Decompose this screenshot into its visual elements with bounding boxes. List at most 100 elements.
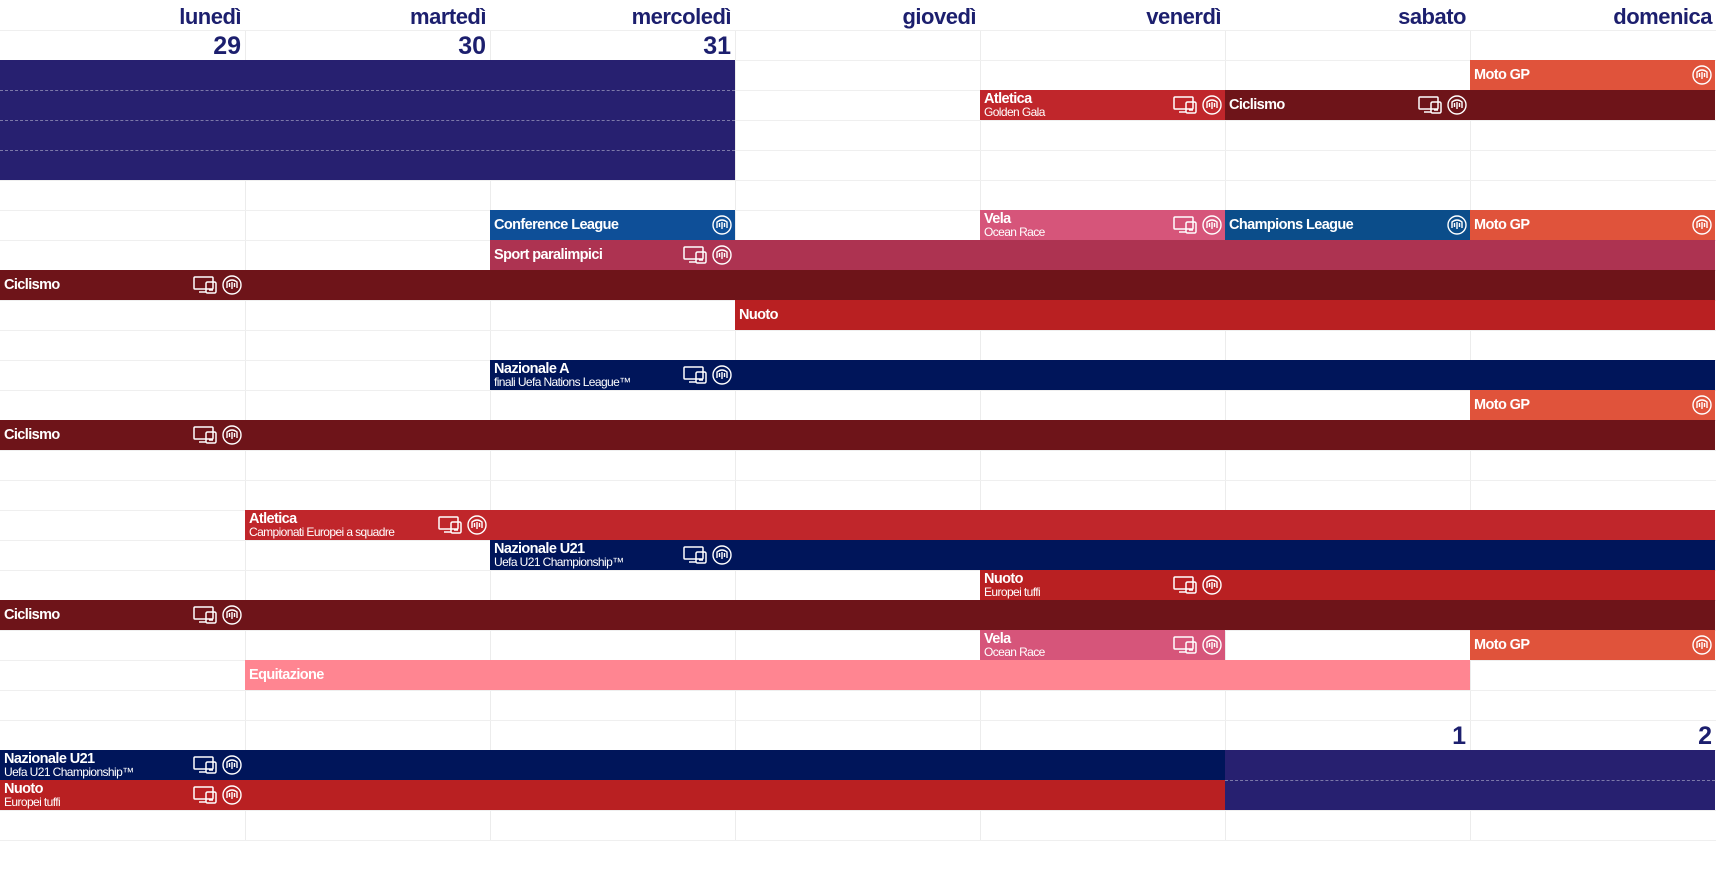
event-bar-conference-league[interactable]: Conference League bbox=[490, 210, 735, 240]
radio-icon[interactable] bbox=[1446, 94, 1468, 116]
date-number: 29 bbox=[213, 32, 241, 60]
event-icons bbox=[1691, 390, 1713, 420]
event-bar-nuoto[interactable]: Nuoto Europei tuffi bbox=[0, 780, 1225, 810]
event-text: Moto GP bbox=[1474, 390, 1659, 420]
event-subtitle: Ocean Race bbox=[984, 225, 1045, 239]
tv-icon[interactable] bbox=[682, 364, 708, 386]
event-bar-moto-gp[interactable]: Moto GP bbox=[1470, 210, 1715, 240]
radio-icon[interactable] bbox=[1691, 64, 1713, 86]
event-bar-sport-paralimpici[interactable]: Sport paralimpici bbox=[490, 240, 1715, 270]
event-bar-atletica[interactable]: Atletica Campionati Europei a squadre bbox=[245, 510, 1715, 540]
event-icons bbox=[682, 360, 733, 390]
radio-icon[interactable] bbox=[1691, 214, 1713, 236]
tv-icon[interactable] bbox=[192, 784, 218, 806]
event-bar-vela[interactable]: Vela Ocean Race bbox=[980, 630, 1225, 660]
radio-icon[interactable] bbox=[711, 364, 733, 386]
radio-icon[interactable] bbox=[221, 784, 243, 806]
radio-icon[interactable] bbox=[221, 274, 243, 296]
radio-icon[interactable] bbox=[1201, 574, 1223, 596]
event-bar-ciclismo[interactable]: Ciclismo bbox=[0, 420, 1715, 450]
grid-row-line bbox=[0, 180, 1716, 181]
date-number: 30 bbox=[458, 32, 486, 60]
radio-icon[interactable] bbox=[221, 604, 243, 626]
event-bar-ciclismo[interactable]: Ciclismo bbox=[0, 600, 1715, 630]
radio-icon[interactable] bbox=[1201, 94, 1223, 116]
tv-icon[interactable] bbox=[437, 514, 463, 536]
event-bar-moto-gp[interactable]: Moto GP bbox=[1470, 390, 1715, 420]
event-subtitle: Uefa U21 Championship™ bbox=[4, 765, 134, 779]
tv-icon[interactable] bbox=[682, 544, 708, 566]
tv-icon[interactable] bbox=[1172, 214, 1198, 236]
event-text: Sport paralimpici bbox=[494, 240, 1659, 270]
radio-icon[interactable] bbox=[711, 244, 733, 266]
event-text: Ciclismo bbox=[4, 270, 1659, 300]
event-text: Nazionale U21 Uefa U21 Championship™ bbox=[494, 540, 1659, 570]
tv-icon[interactable] bbox=[682, 244, 708, 266]
event-bar-equitazione[interactable]: Equitazione bbox=[245, 660, 1470, 690]
event-title: Champions League bbox=[1229, 217, 1354, 233]
day-header-1: martedì bbox=[410, 4, 486, 29]
event-text: Atletica Campionati Europei a squadre bbox=[249, 510, 1659, 540]
tv-icon[interactable] bbox=[1172, 634, 1198, 656]
event-title: Nuoto bbox=[4, 781, 43, 797]
out-of-month-block bbox=[0, 60, 735, 180]
event-bar-moto-gp[interactable]: Moto GP bbox=[1470, 60, 1715, 90]
event-icons bbox=[192, 420, 243, 450]
tv-icon[interactable] bbox=[1172, 94, 1198, 116]
event-text: Ciclismo bbox=[4, 420, 1659, 450]
radio-icon[interactable] bbox=[711, 214, 733, 236]
event-title: Moto GP bbox=[1474, 637, 1530, 653]
event-subtitle: finali Uefa Nations League™ bbox=[494, 375, 631, 389]
tv-icon[interactable] bbox=[192, 754, 218, 776]
radio-icon[interactable] bbox=[221, 424, 243, 446]
event-icons bbox=[192, 750, 243, 780]
grid-row-line bbox=[0, 570, 1716, 571]
event-text: Champions League bbox=[1229, 210, 1414, 240]
event-icons bbox=[1172, 570, 1223, 600]
event-bar-nazionale-u21[interactable]: Nazionale U21 Uefa U21 Championship™ bbox=[0, 750, 1225, 780]
event-bar-ciclismo[interactable]: Ciclismo bbox=[1225, 90, 1715, 120]
event-bar-nazionale-u21[interactable]: Nazionale U21 Uefa U21 Championship™ bbox=[490, 540, 1715, 570]
radio-icon[interactable] bbox=[1201, 634, 1223, 656]
tv-icon[interactable] bbox=[192, 274, 218, 296]
day-header-0: lunedì bbox=[179, 4, 241, 29]
event-bar-atletica[interactable]: Atletica Golden Gala bbox=[980, 90, 1225, 120]
event-text: Conference League bbox=[494, 210, 679, 240]
tv-icon[interactable] bbox=[1172, 574, 1198, 596]
event-subtitle: Europei tuffi bbox=[984, 585, 1041, 599]
event-bar-moto-gp[interactable]: Moto GP bbox=[1470, 630, 1715, 660]
event-title: Nuoto bbox=[984, 571, 1023, 587]
event-bar-ciclismo[interactable]: Ciclismo bbox=[0, 270, 1715, 300]
event-text: Ciclismo bbox=[4, 600, 1659, 630]
event-text: Nuoto Europei tuffi bbox=[984, 570, 1659, 600]
event-icons bbox=[1691, 630, 1713, 660]
radio-icon[interactable] bbox=[1201, 214, 1223, 236]
event-icons bbox=[1417, 90, 1468, 120]
event-icons bbox=[1172, 630, 1223, 660]
tv-icon[interactable] bbox=[1417, 94, 1443, 116]
radio-icon[interactable] bbox=[1691, 394, 1713, 416]
tv-icon[interactable] bbox=[192, 604, 218, 626]
grid-row-line bbox=[0, 690, 1716, 691]
radio-icon[interactable] bbox=[711, 544, 733, 566]
grid-row-line bbox=[0, 810, 1716, 811]
grid-row-line bbox=[0, 90, 1716, 91]
event-subtitle: Europei tuffi bbox=[4, 795, 61, 809]
event-bar-nuoto[interactable]: Nuoto Europei tuffi bbox=[980, 570, 1715, 600]
event-subtitle: Golden Gala bbox=[984, 105, 1045, 119]
event-bar-nuoto[interactable]: Nuoto bbox=[735, 300, 1715, 330]
event-text: Equitazione bbox=[249, 660, 1414, 690]
radio-icon[interactable] bbox=[466, 514, 488, 536]
radio-icon[interactable] bbox=[1691, 634, 1713, 656]
event-bar-vela[interactable]: Vela Ocean Race bbox=[980, 210, 1225, 240]
event-title: Moto GP bbox=[1474, 67, 1530, 83]
event-bar-champions-league[interactable]: Champions League bbox=[1225, 210, 1470, 240]
day-header-4: venerdì bbox=[1146, 4, 1221, 29]
event-title: Ciclismo bbox=[1229, 97, 1285, 113]
grid-row-line bbox=[0, 480, 1716, 481]
radio-icon[interactable] bbox=[1446, 214, 1468, 236]
radio-icon[interactable] bbox=[221, 754, 243, 776]
tv-icon[interactable] bbox=[192, 424, 218, 446]
